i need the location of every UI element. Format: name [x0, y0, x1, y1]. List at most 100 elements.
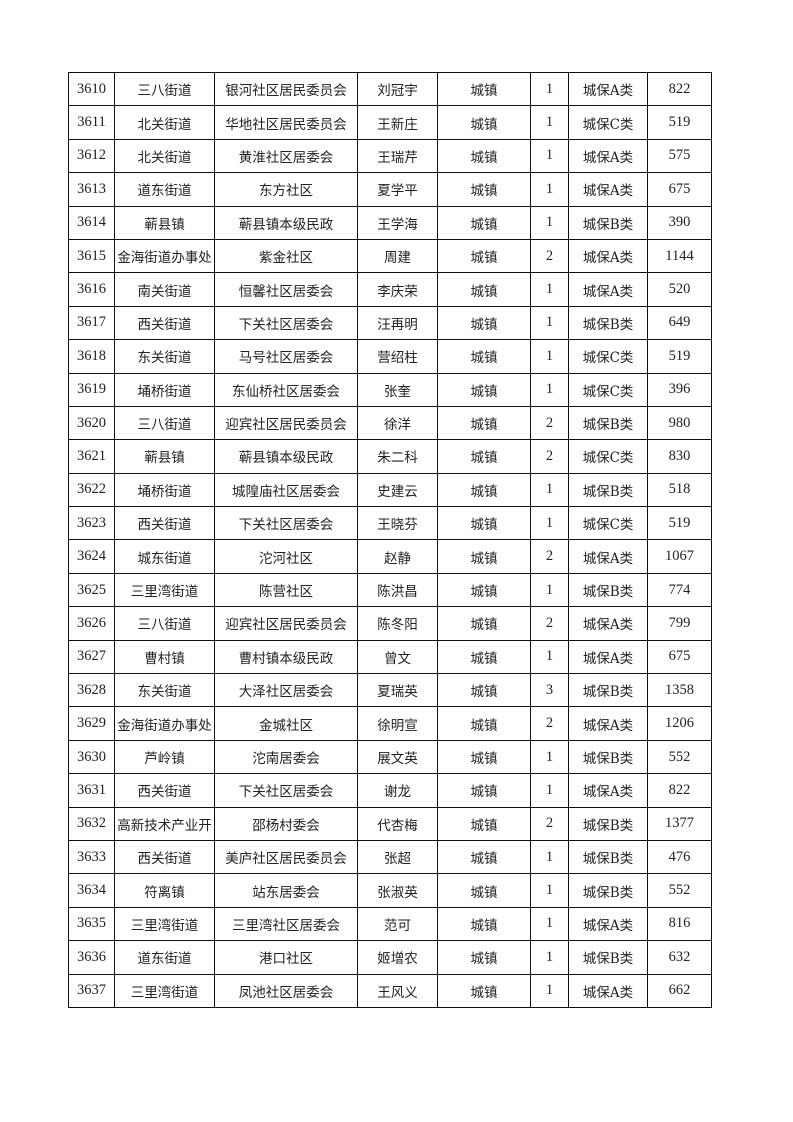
area-type-cell: 城镇 [437, 572, 531, 608]
amount-cell: 575 [647, 138, 712, 174]
community-cell: 城隍庙社区居委会 [214, 472, 358, 508]
row-id-cell: 3634 [68, 873, 115, 908]
table-row: 3621 蕲县镇 蕲县镇本级民政 朱二科 城镇 2 城保C类 830 [68, 439, 712, 474]
street-cell: 三里湾街道 [114, 906, 215, 942]
community-cell: 下关社区居委会 [214, 773, 358, 808]
amount-cell: 518 [647, 472, 712, 508]
household-count-cell: 3 [530, 673, 569, 708]
street-cell: 西关街道 [114, 839, 215, 875]
area-type-cell: 城镇 [437, 639, 531, 675]
person-name-cell: 张超 [357, 839, 438, 875]
amount-cell: 830 [647, 439, 712, 474]
person-name-cell: 徐明宣 [357, 706, 438, 741]
amount-cell: 519 [647, 105, 712, 140]
table-row: 3613 道东街道 东方社区 夏学平 城镇 1 城保A类 675 [68, 172, 712, 207]
table-row: 3625 三里湾街道 陈营社区 陈洪昌 城镇 1 城保B类 774 [68, 572, 712, 608]
row-id-cell: 3625 [68, 572, 115, 608]
street-cell: 东关街道 [114, 673, 215, 708]
insurance-category-cell: 城保B类 [568, 940, 648, 975]
community-cell: 下关社区居委会 [214, 305, 358, 341]
community-cell: 东仙桥社区居委会 [214, 372, 358, 407]
community-cell: 下关社区居委会 [214, 506, 358, 541]
area-type-cell: 城镇 [437, 673, 531, 708]
person-name-cell: 王风义 [357, 973, 438, 1008]
table-row: 3612 北关街道 黄淮社区居委会 王瑞芹 城镇 1 城保A类 575 [68, 138, 712, 174]
table-row: 3615 金海街道办事处 紫金社区 周建 城镇 2 城保A类 1144 [68, 238, 712, 274]
insurance-category-cell: 城保B类 [568, 305, 648, 341]
household-count-cell: 1 [530, 272, 569, 307]
row-id-cell: 3636 [68, 940, 115, 975]
person-name-cell: 刘冠宇 [357, 71, 438, 107]
insurance-category-cell: 城保A类 [568, 539, 648, 574]
area-type-cell: 城镇 [437, 405, 531, 441]
household-count-cell: 1 [530, 339, 569, 374]
insurance-category-cell: 城保B类 [568, 472, 648, 508]
amount-cell: 632 [647, 940, 712, 975]
community-cell: 港口社区 [214, 940, 358, 975]
insurance-category-cell: 城保B类 [568, 873, 648, 908]
insurance-category-cell: 城保A类 [568, 706, 648, 741]
amount-cell: 519 [647, 506, 712, 541]
community-cell: 曹村镇本级民政 [214, 639, 358, 675]
person-name-cell: 徐洋 [357, 405, 438, 441]
person-name-cell: 夏瑞英 [357, 673, 438, 708]
household-count-cell: 2 [530, 706, 569, 741]
person-name-cell: 谢龙 [357, 773, 438, 808]
street-cell: 三里湾街道 [114, 973, 215, 1008]
street-cell: 西关街道 [114, 773, 215, 808]
person-name-cell: 王新庄 [357, 105, 438, 140]
area-type-cell: 城镇 [437, 305, 531, 341]
community-cell: 华地社区居民委员会 [214, 105, 358, 140]
street-cell: 西关街道 [114, 506, 215, 541]
row-id-cell: 3612 [68, 138, 115, 174]
household-count-cell: 1 [530, 973, 569, 1008]
street-cell: 南关街道 [114, 272, 215, 307]
street-cell: 埇桥街道 [114, 472, 215, 508]
household-count-cell: 1 [530, 906, 569, 942]
community-cell: 马号社区居委会 [214, 339, 358, 374]
household-count-cell: 1 [530, 205, 569, 240]
row-id-cell: 3623 [68, 506, 115, 541]
amount-cell: 774 [647, 572, 712, 608]
household-count-cell: 1 [530, 940, 569, 975]
insurance-category-cell: 城保A类 [568, 172, 648, 207]
household-count-cell: 1 [530, 839, 569, 875]
row-id-cell: 3637 [68, 973, 115, 1008]
row-id-cell: 3617 [68, 305, 115, 341]
insurance-category-cell: 城保C类 [568, 372, 648, 407]
person-name-cell: 曾文 [357, 639, 438, 675]
insurance-category-cell: 城保B类 [568, 405, 648, 441]
person-name-cell: 王晓芬 [357, 506, 438, 541]
community-cell: 陈营社区 [214, 572, 358, 608]
person-name-cell: 姬增农 [357, 940, 438, 975]
insurance-category-cell: 城保C类 [568, 105, 648, 140]
street-cell: 蕲县镇 [114, 205, 215, 240]
insurance-category-cell: 城保A类 [568, 272, 648, 307]
community-cell: 迎宾社区居民委员会 [214, 405, 358, 441]
table-row: 3622 埇桥街道 城隍庙社区居委会 史建云 城镇 1 城保B类 518 [68, 472, 712, 508]
street-cell: 北关街道 [114, 105, 215, 140]
amount-cell: 980 [647, 405, 712, 441]
insurance-category-cell: 城保A类 [568, 238, 648, 274]
person-name-cell: 李庆荣 [357, 272, 438, 307]
amount-cell: 1358 [647, 673, 712, 708]
household-count-cell: 1 [530, 506, 569, 541]
amount-cell: 822 [647, 773, 712, 808]
insurance-category-cell: 城保A类 [568, 138, 648, 174]
amount-cell: 649 [647, 305, 712, 341]
table-row: 3632 高新技术产业开 邵杨村委会 代杏梅 城镇 2 城保B类 1377 [68, 806, 712, 841]
person-name-cell: 代杏梅 [357, 806, 438, 841]
community-cell: 银河社区居民委员会 [214, 71, 358, 107]
street-cell: 城东街道 [114, 539, 215, 574]
street-cell: 道东街道 [114, 172, 215, 207]
amount-cell: 520 [647, 272, 712, 307]
row-id-cell: 3610 [68, 71, 115, 107]
community-cell: 紫金社区 [214, 238, 358, 274]
person-name-cell: 周建 [357, 238, 438, 274]
row-id-cell: 3618 [68, 339, 115, 374]
household-count-cell: 1 [530, 773, 569, 808]
household-count-cell: 1 [530, 472, 569, 508]
person-name-cell: 赵静 [357, 539, 438, 574]
street-cell: 西关街道 [114, 305, 215, 341]
insurance-category-cell: 城保C类 [568, 439, 648, 474]
